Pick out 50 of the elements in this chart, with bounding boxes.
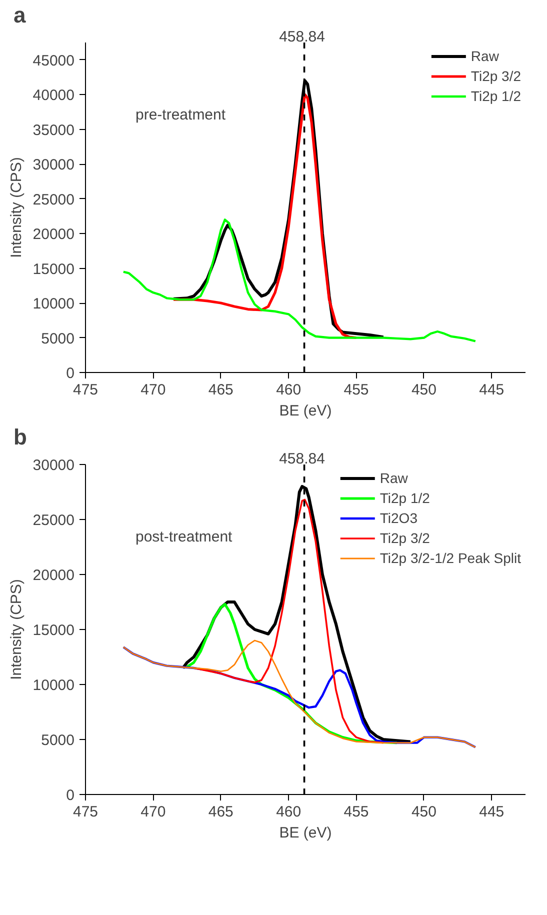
y-tick-label: 30000 <box>32 457 75 474</box>
annotation: post-treatment <box>136 528 234 546</box>
ref-line-label: 458.84 <box>279 450 325 468</box>
y-tick-label: 25000 <box>32 191 75 208</box>
x-tick-label: 450 <box>411 382 436 398</box>
ref-line-label: 458.84 <box>279 28 325 46</box>
legend-label: Ti2p 1/2 <box>470 88 521 104</box>
x-axis-title: BE (eV) <box>279 402 332 420</box>
y-tick-label: 0 <box>66 787 74 804</box>
text: a <box>14 2 26 28</box>
legend-label: Raw <box>380 470 408 486</box>
y-tick-label: 15000 <box>32 622 75 639</box>
text: b <box>14 424 27 450</box>
x-tick-label: 465 <box>208 804 234 820</box>
y-axis-title: Intensity (CPS) <box>8 157 25 258</box>
x-tick-label: 455 <box>344 804 369 820</box>
line-series <box>122 218 477 342</box>
y-tick-label: 5000 <box>41 732 75 749</box>
x-tick-label: 445 <box>479 382 504 398</box>
y-tick-label: 10000 <box>32 677 75 694</box>
x-tick-label: 460 <box>276 804 302 820</box>
legend-label: Raw <box>470 48 499 64</box>
x-tick-label: 450 <box>411 804 436 820</box>
y-tick-label: 45000 <box>32 52 75 70</box>
legend-label: Ti2p 1/2 <box>380 490 430 506</box>
y-tick-label: 10000 <box>32 296 75 313</box>
y-tick-label: 30000 <box>32 156 75 174</box>
x-tick-label: 475 <box>72 382 98 398</box>
y-tick-label: 40000 <box>32 87 75 104</box>
x-axis-title: BE (eV) <box>279 824 332 842</box>
legend-label: Ti2p 3/2 <box>380 530 430 546</box>
y-tick-label: 25000 <box>32 512 75 529</box>
annotation: pre-treatment <box>136 106 226 124</box>
y-axis-title: Intensity (CPS) <box>8 579 25 680</box>
x-tick-label: 470 <box>140 382 166 398</box>
x-tick-label: 445 <box>479 804 504 820</box>
x-tick-label: 460 <box>276 382 302 398</box>
x-tick-label: 455 <box>344 382 369 398</box>
x-tick-label: 475 <box>72 804 98 820</box>
y-tick-label: 20000 <box>32 226 75 244</box>
x-tick-label: 470 <box>140 804 166 820</box>
y-tick-label: 35000 <box>32 122 75 139</box>
legend-label: Ti2p 3/2 <box>470 68 521 84</box>
x-tick-label: 465 <box>208 382 234 398</box>
y-tick-label: 15000 <box>32 260 75 278</box>
y-tick-label: 0 <box>66 365 74 382</box>
y-tick-label: 5000 <box>41 330 75 348</box>
y-tick-label: 20000 <box>32 567 75 584</box>
legend-label: Ti2O3 <box>380 510 418 526</box>
legend-label: Ti2p 3/2-1/2 Peak Split <box>380 550 521 566</box>
